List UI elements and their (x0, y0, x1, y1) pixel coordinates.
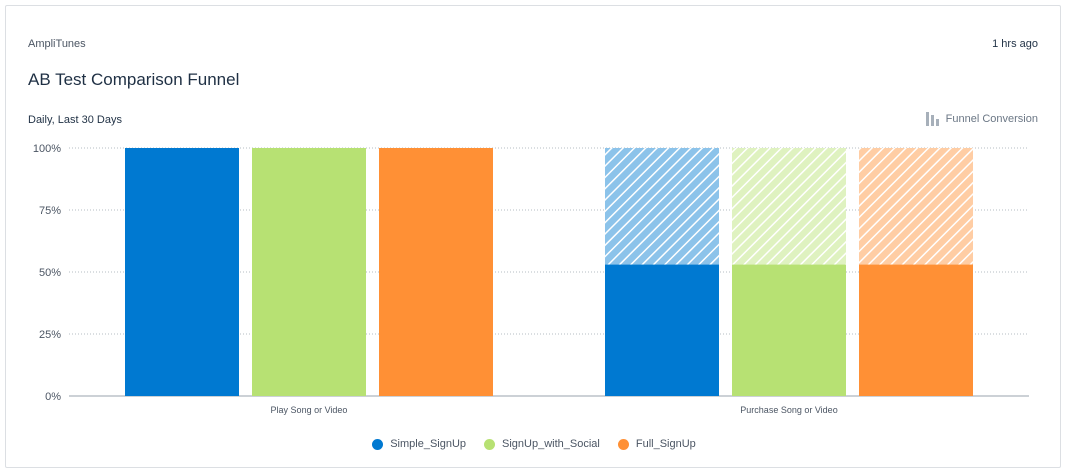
legend-swatch (617, 438, 629, 450)
dropoff-bar-signup-with-social[interactable] (732, 148, 846, 265)
funnel-bar-chart: 0% 25% 50% 75% 100% Play Song or Video Purchas… (33, 143, 1029, 415)
legend-item-signup-with-social[interactable]: SignUp_with_Social (484, 438, 600, 450)
y-tick-label: 50% (39, 267, 61, 279)
x-category-label: Purchase Song or Video (740, 405, 837, 415)
legend-item-simple-signup[interactable]: Simple_SignUp (372, 438, 466, 450)
app-name: AmpliTunes (28, 38, 86, 50)
y-tick-label: 100% (33, 143, 61, 155)
legend-swatch (484, 438, 496, 450)
chart-legend: Simple_SignUp SignUp_with_Social Full_Sign… (6, 438, 1062, 450)
bar-simple-signup[interactable] (125, 148, 239, 396)
last-updated: 1 hrs ago (992, 38, 1038, 50)
bar-signup-with-social[interactable] (732, 264, 846, 396)
bar-full-signup[interactable] (859, 264, 973, 396)
dropoff-bar-simple-signup[interactable] (605, 148, 719, 265)
legend-label: Full_SignUp (635, 438, 696, 450)
bar-full-signup[interactable] (379, 148, 493, 396)
legend-label: SignUp_with_Social (502, 438, 600, 450)
y-tick-label: 0% (45, 391, 61, 403)
date-range-label: Daily, Last 30 Days (28, 114, 122, 126)
chart-title: AB Test Comparison Funnel (28, 70, 240, 89)
y-tick-label: 75% (39, 205, 61, 217)
y-tick-label: 25% (39, 329, 61, 341)
legend-swatch (372, 438, 384, 450)
legend-item-full-signup[interactable]: Full_SignUp (617, 438, 696, 450)
dropoff-bar-full-signup[interactable] (859, 148, 973, 265)
x-category-label: Play Song or Video (271, 405, 348, 415)
funnel-chart-card: AmpliTunes 1 hrs ago AB Test Comparison … (5, 5, 1061, 468)
bar-simple-signup[interactable] (605, 264, 719, 396)
legend-label: Simple_SignUp (390, 438, 467, 450)
funnel-conversion-label: Funnel Conversion (945, 113, 1038, 125)
funnel-bars-icon (925, 112, 939, 126)
funnel-conversion-toggle[interactable]: Funnel Conversion (925, 112, 1038, 126)
bar-signup-with-social[interactable] (252, 148, 366, 396)
